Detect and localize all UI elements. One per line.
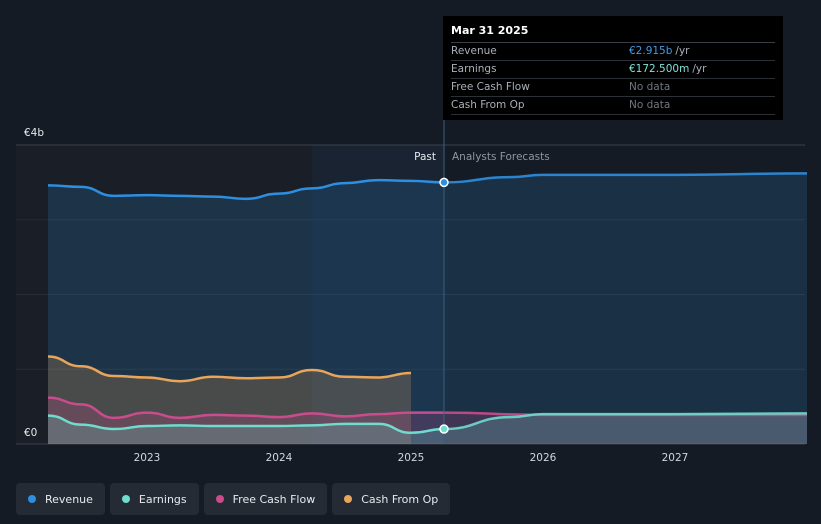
tooltip-label: Free Cash Flow <box>451 81 530 93</box>
x-tick-label: 2027 <box>662 452 689 464</box>
legend-label: Earnings <box>138 492 187 506</box>
series-area-free_cash_flow <box>48 397 807 444</box>
series-line-free_cash_flow <box>47 396 444 420</box>
tooltip-unit: /yr <box>692 63 707 75</box>
highlight-marker-revenue <box>439 177 449 188</box>
grid-lines <box>16 144 805 445</box>
tooltip-value: No data <box>629 99 671 111</box>
tooltip-label: Cash From Op <box>451 99 525 111</box>
series-lines <box>47 172 808 435</box>
series-forecast-line-earnings <box>443 412 808 431</box>
legend-dot-icon <box>121 495 130 503</box>
series-line-revenue <box>47 178 445 201</box>
series-areas <box>48 173 807 444</box>
past-label: Past <box>414 151 436 163</box>
legend-item-cash-from-op[interactable]: Cash From Op <box>332 483 451 515</box>
series-area-revenue <box>48 173 807 444</box>
series-line-earnings <box>47 414 445 435</box>
legend-dot-icon <box>28 495 36 503</box>
legend-item-earnings[interactable]: Earnings <box>109 483 199 515</box>
tooltip-value: €2.915b <box>629 45 673 57</box>
tooltip-row-revenue: Revenue €2.915b /yr <box>451 43 775 61</box>
tooltip-value: €172.500m <box>629 63 690 75</box>
y-axis-bottom-label: €0 <box>24 427 37 439</box>
highlight-markers <box>439 177 449 434</box>
x-tick-label: 2025 <box>398 452 425 464</box>
x-axis-ticks: 2023 2024 2025 2026 2027 <box>134 452 689 464</box>
tooltip: Mar 31 2025 Revenue €2.915b /yr Earnings… <box>443 16 783 120</box>
forecast-label: Analysts Forecasts <box>452 151 550 163</box>
legend-dot-icon <box>344 495 353 503</box>
series-forecast-line-revenue <box>443 172 808 184</box>
legend-label: Cash From Op <box>361 492 439 506</box>
legend: Revenue Earnings Free Cash Flow Cash Fro… <box>16 483 451 515</box>
x-tick-label: 2023 <box>134 452 161 464</box>
series-line-cash_from_op <box>47 355 412 383</box>
tooltip-row-cash-from-op: Cash From Op No data <box>451 97 775 115</box>
tooltip-row-earnings: Earnings €172.500m /yr <box>451 61 775 79</box>
series-area-earnings <box>48 413 807 444</box>
tooltip-row-free-cash-flow: Free Cash Flow No data <box>451 79 775 97</box>
x-tick-label: 2024 <box>266 452 293 464</box>
y-axis-top-label: €4b <box>24 127 44 139</box>
tooltip-label: Earnings <box>451 63 497 75</box>
tooltip-label: Revenue <box>451 45 497 57</box>
legend-item-revenue[interactable]: Revenue <box>16 483 105 515</box>
legend-label: Free Cash Flow <box>232 492 316 506</box>
legend-label: Revenue <box>45 492 93 506</box>
tooltip-unit: /yr <box>675 45 690 57</box>
x-tick-label: 2026 <box>530 452 557 464</box>
legend-item-free-cash-flow[interactable]: Free Cash Flow <box>203 483 328 515</box>
highlight-marker-earnings <box>439 424 449 434</box>
legend-dot-icon <box>215 495 224 503</box>
tooltip-date: Mar 31 2025 <box>451 24 775 43</box>
tooltip-value: No data <box>629 81 671 93</box>
